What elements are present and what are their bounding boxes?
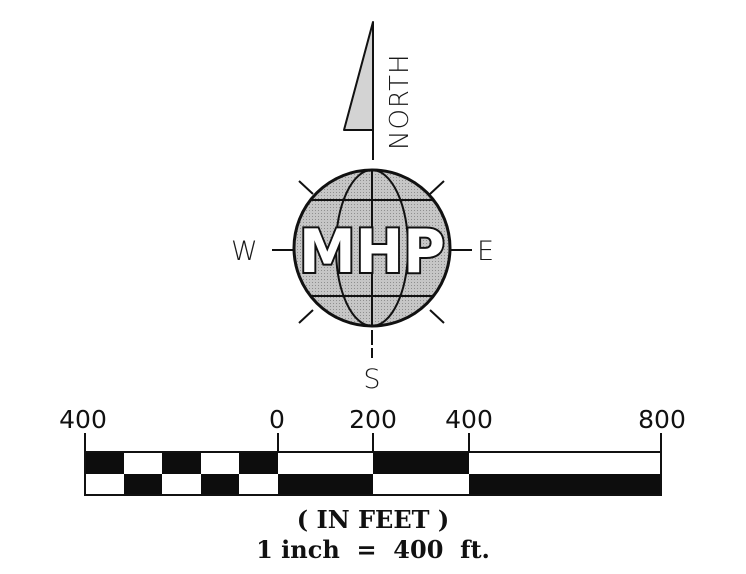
logo-text: MHP: [299, 217, 445, 287]
scale-tick-label-400-left: 400: [59, 405, 107, 434]
west-label: W: [231, 236, 258, 267]
scale-bar: 400 0 200 400 800: [59, 405, 686, 496]
compass-globe: MHP: [272, 168, 472, 358]
scale-tick-label-800: 800: [638, 405, 686, 434]
scale-units-caption: ( IN FEET ): [297, 505, 449, 534]
north-arrow: NORTH: [343, 21, 415, 160]
east-label: E: [477, 236, 494, 267]
north-arrow-blade: [343, 21, 374, 131]
north-label: NORTH: [385, 53, 415, 150]
scale-ratio-caption: 1 inch = 400 ft.: [256, 535, 490, 564]
scale-tick-label-200: 200: [349, 405, 397, 434]
south-label: S: [363, 364, 380, 395]
scale-tick-label-0: 0: [269, 405, 285, 434]
compass-ticks: [272, 180, 472, 358]
scale-tick-label-400-right: 400: [445, 405, 493, 434]
